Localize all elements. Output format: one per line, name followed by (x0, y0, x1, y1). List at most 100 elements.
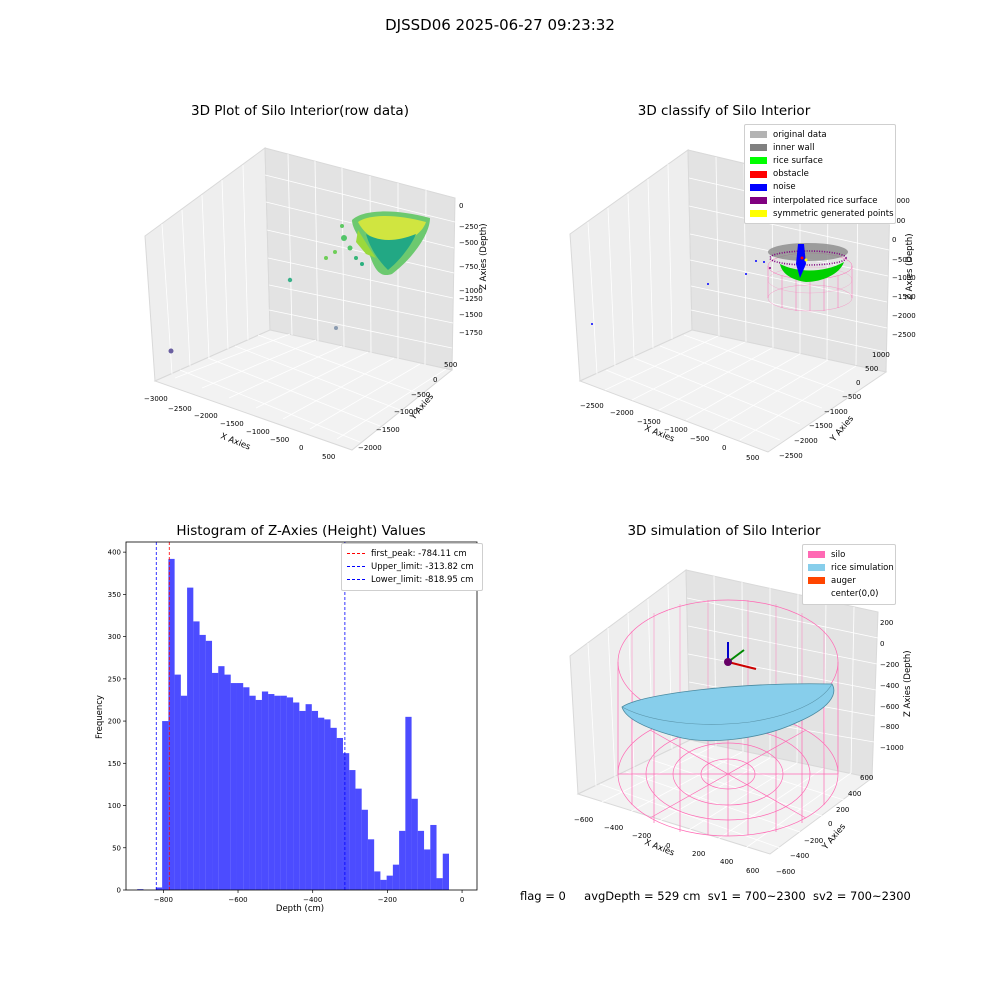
y-tick-label: 250 (108, 675, 121, 683)
histogram-bar (336, 737, 343, 890)
tick-label: −2000 (610, 409, 634, 417)
tick-label: 0 (722, 444, 726, 452)
legend-label: obstacle (773, 169, 809, 180)
legend-entry: auger (808, 574, 890, 587)
histogram-bar (299, 710, 306, 890)
histogram-bar (324, 719, 331, 890)
histogram-bar (386, 875, 393, 890)
histogram-bar (374, 871, 381, 890)
histogram-bar (224, 674, 231, 890)
tick-label: −2000 (794, 437, 818, 445)
histogram-bar (367, 839, 375, 890)
x-tick-labels: −2500 −2000 −1500 −1000 −500 0 500 (580, 402, 759, 462)
histogram-bar (180, 695, 188, 890)
interpolated-surface (769, 250, 847, 266)
y-axis-label: Y Axies (820, 822, 848, 853)
legend-entry: first_peak: -784.11 cm (347, 547, 477, 560)
histogram-bar (349, 770, 356, 890)
histogram-bar (249, 695, 256, 890)
histogram-bar (330, 727, 337, 890)
avg-depth-value: avgDepth = 529 cm (584, 889, 701, 903)
tick-label: 500 (444, 361, 457, 369)
tick-label: −500 (842, 393, 861, 401)
legend-entry: rice simulation (808, 561, 894, 574)
y-tick-label: 400 (108, 549, 121, 557)
pane-floor (578, 329, 888, 453)
histogram-bar (442, 853, 449, 890)
tick-label: −1000 (459, 287, 483, 295)
tick-label: −600 (880, 703, 899, 711)
tick-label: −2500 (779, 452, 803, 460)
symmetric-point (804, 258, 808, 262)
legend-label: interpolated rice surface (773, 195, 878, 206)
sv1-value: sv1 = 700~2300 (707, 889, 806, 903)
legend-entry: original data (750, 128, 890, 141)
y-tick-labels: 600 400 200 0 −200 −400 −600 (776, 774, 873, 876)
histogram-bar (205, 640, 213, 890)
legend-entry: center(0,0) (808, 588, 890, 601)
legend-swatch (808, 590, 825, 598)
z-axis-label: Z Axies (Depth) (905, 233, 915, 300)
tick-label: −1000 (394, 408, 418, 416)
legend-swatch (750, 197, 767, 205)
legend-label: symmetric generated points (773, 208, 894, 219)
tick-label: 0 (459, 202, 463, 210)
tick-label: −400 (880, 682, 899, 690)
legend-label: Lower_limit: -818.95 cm (371, 574, 474, 585)
tick-label: 600 (860, 774, 873, 782)
legend-entry: obstacle (750, 168, 890, 181)
tick-label: −1500 (459, 311, 483, 319)
x-tick-label: −200 (378, 896, 397, 904)
simulation-plot-title: 3D simulation of Silo Interior (627, 523, 821, 539)
histogram-bar (436, 878, 443, 890)
legend-swatch (750, 157, 767, 165)
z-axis-label: Z Axies (Depth) (479, 223, 489, 290)
legend-entry: inner wall (750, 141, 890, 154)
tick-label: −1000 (880, 744, 904, 752)
tick-label: −1000 (246, 428, 270, 436)
histogram-bar (187, 587, 194, 890)
legend-entry: Upper_limit: -313.82 cm (347, 560, 477, 573)
rice-surface (621, 683, 835, 741)
tick-label: −500 (270, 436, 289, 444)
histogram-bar (162, 721, 169, 890)
legend-line (347, 553, 365, 555)
rice-surface-points (780, 262, 844, 282)
histogram-bar (155, 887, 163, 890)
tick-label: −400 (604, 824, 623, 832)
legend-entry: Lower_limit: -818.95 cm (347, 573, 477, 586)
tick-label: −500 (690, 435, 709, 443)
x-axis-label: Depth (cm) (276, 904, 324, 914)
histogram-bar (137, 889, 144, 890)
legend-swatch (808, 577, 825, 585)
tick-label: 400 (848, 790, 861, 798)
histogram-bar (230, 683, 237, 890)
x-tick-label: −600 (228, 896, 247, 904)
tick-label: −2000 (892, 312, 916, 320)
histogram-bar (199, 634, 206, 890)
histogram-bar (411, 798, 418, 890)
x-ticks: −800 −600 −400 −200 0 (154, 890, 464, 904)
legend-swatch (750, 131, 767, 139)
tick-label: 400 (720, 858, 733, 866)
tick-label: −500 (411, 391, 430, 399)
tick-label: −500 (459, 239, 478, 247)
histogram-bar (399, 830, 406, 890)
obstacle-point (800, 256, 804, 260)
grid-lines (587, 156, 891, 441)
histogram-bar (236, 683, 244, 890)
histogram-bar (342, 753, 350, 890)
histogram-bar (280, 695, 287, 890)
x-tick-label: −800 (154, 896, 173, 904)
histogram-bar (286, 697, 294, 890)
y-tick-label: 150 (108, 760, 121, 768)
tick-label: 500 (322, 453, 335, 460)
y-tick-label: 200 (108, 718, 121, 726)
x-tick-label: −400 (303, 896, 322, 904)
legend-label: original data (773, 129, 827, 140)
histogram-legend: first_peak: -784.11 cm Upper_limit: -313.… (341, 543, 483, 591)
tick-label: 500 (865, 365, 878, 373)
histogram-bar (424, 849, 431, 890)
tick-label: 500 (892, 217, 905, 225)
legend-swatch (808, 551, 825, 559)
